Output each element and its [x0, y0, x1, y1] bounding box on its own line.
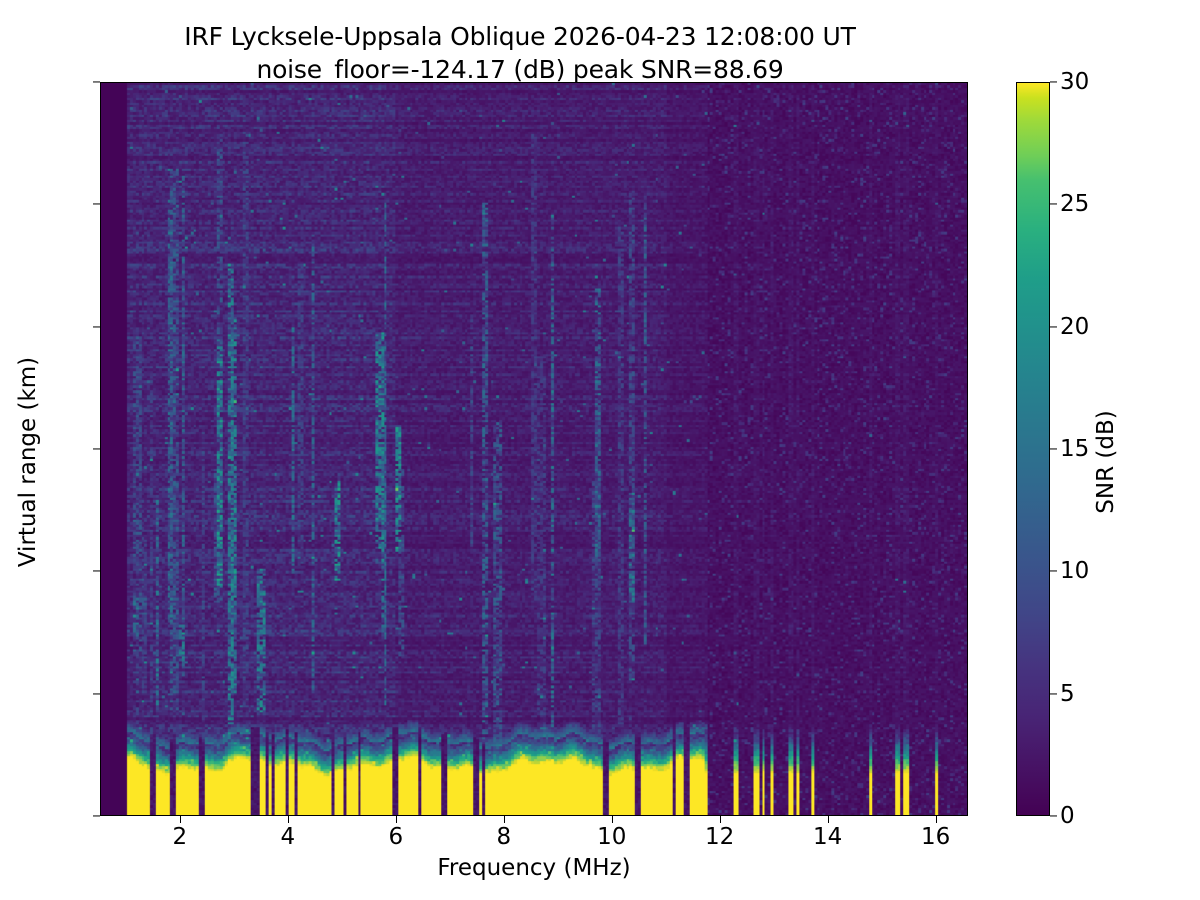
x-tick-label: 6 — [388, 824, 404, 850]
colorbar-tick-mark — [1050, 448, 1057, 450]
colorbar-tick-label: 0 — [1060, 803, 1075, 829]
y-tick-mark — [93, 815, 100, 817]
y-tick-mark — [93, 81, 100, 83]
title-primary: IRF Lycksele-Uppsala Oblique 2026-04-23 … — [184, 22, 856, 51]
x-tick-label: 10 — [597, 824, 627, 850]
y-tick-mark — [93, 693, 100, 695]
y-tick-mark — [93, 203, 100, 205]
colorbar-tick-mark — [1050, 570, 1057, 572]
colorbar-label: SNR (dB) — [1093, 410, 1119, 514]
x-axis-label: Frequency (MHz) — [437, 855, 631, 881]
x-tick-mark — [287, 816, 289, 823]
x-tick-mark — [935, 816, 937, 823]
x-tick-mark — [503, 816, 505, 823]
colorbar-tick-label: 20 — [1060, 313, 1090, 340]
colorbar-tick-mark — [1050, 203, 1057, 205]
colorbar-tick-mark — [1050, 326, 1057, 328]
x-tick-label: 14 — [813, 824, 843, 850]
x-tick-label: 4 — [280, 824, 296, 850]
colorbar-tick-mark — [1050, 815, 1057, 817]
ionogram-heatmap — [101, 83, 967, 815]
y-axis-label: Virtual range (km) — [15, 356, 41, 568]
colorbar-tick-label: 25 — [1060, 191, 1090, 218]
x-tick-label: 2 — [172, 824, 188, 850]
x-tick-label: 12 — [705, 824, 735, 850]
x-tick-label: 16 — [920, 824, 951, 850]
colorbar-tick-label: 10 — [1060, 558, 1090, 585]
x-tick-mark — [395, 816, 397, 823]
x-tick-mark — [611, 816, 613, 823]
x-tick-mark — [827, 816, 829, 823]
colorbar-tick-mark — [1050, 693, 1057, 695]
title-secondary: noise_floor=-124.17 (dB) peak SNR=88.69 — [256, 55, 784, 84]
y-tick-mark — [93, 448, 100, 450]
x-tick-label: 8 — [496, 824, 512, 850]
plot-axes — [100, 82, 968, 816]
x-tick-mark — [719, 816, 721, 823]
y-tick-mark — [93, 326, 100, 328]
colorbar — [1016, 82, 1050, 816]
colorbar-tick-label: 15 — [1060, 436, 1090, 462]
y-tick-mark — [93, 570, 100, 572]
colorbar-tick-mark — [1050, 81, 1057, 83]
colorbar-tick-label: 30 — [1060, 69, 1090, 95]
colorbar-tick-label: 5 — [1060, 680, 1075, 707]
x-tick-mark — [179, 816, 181, 823]
figure-title: IRF Lycksele-Uppsala Oblique 2026-04-23 … — [0, 20, 1040, 86]
